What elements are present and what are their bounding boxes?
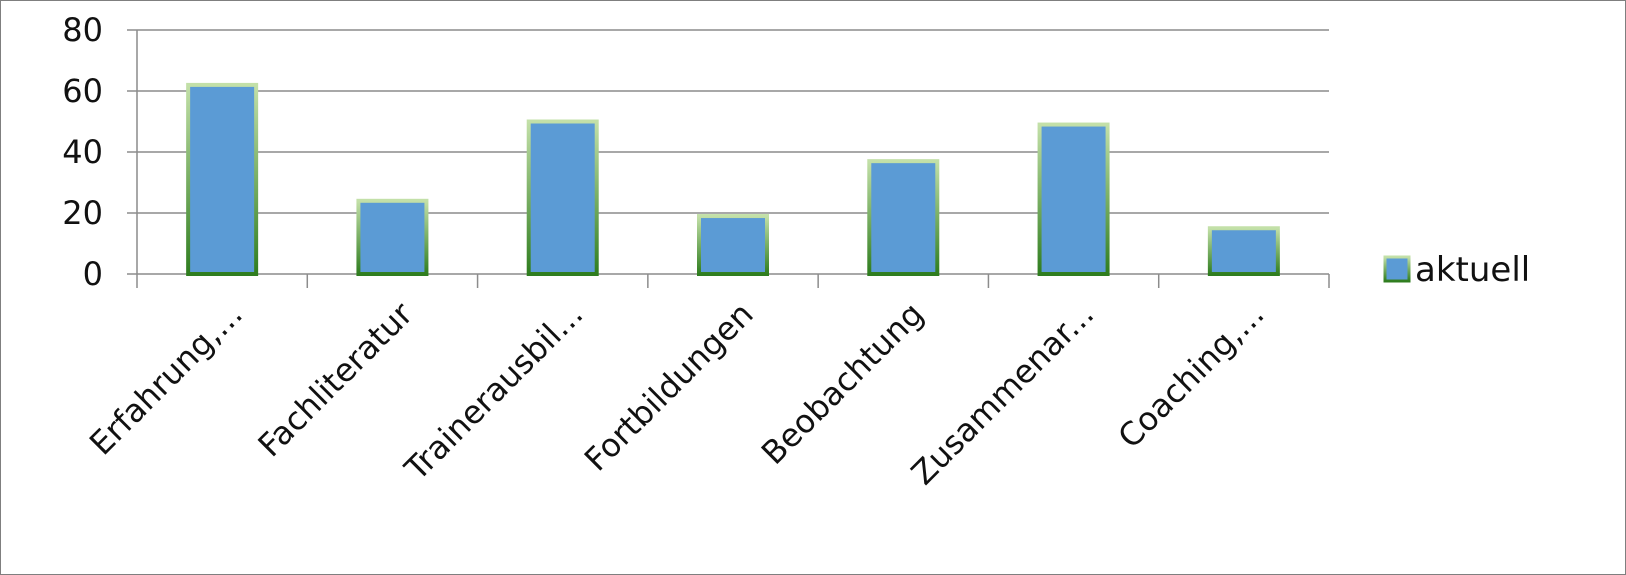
x-category-labels: Erfahrung,... FachliteraturTrainerausbil.… [82, 294, 1271, 492]
x-category-label: Coaching,... [1111, 295, 1272, 456]
bar [867, 159, 940, 276]
bar [356, 198, 429, 276]
x-category-label: Zusammenar... [904, 295, 1101, 492]
x-category-label: Trainerausbil... [397, 295, 591, 489]
y-tick-label: 60 [62, 72, 103, 110]
bar [526, 119, 599, 276]
y-tick-label: 40 [62, 133, 103, 171]
gridlines [127, 29, 1329, 275]
legend: aktuell [1383, 250, 1530, 290]
bar [1207, 226, 1280, 276]
bar [1037, 122, 1110, 276]
bar [697, 214, 769, 277]
y-tick-label: 20 [62, 194, 103, 232]
x-category-label: Fachliteratur [251, 294, 421, 464]
bars [186, 82, 1280, 277]
x-category-label: Fortbildungen [577, 295, 761, 479]
legend-label-aktuell: aktuell [1415, 250, 1530, 290]
x-category-label: Erfahrung,... [82, 295, 250, 463]
bar [186, 82, 259, 277]
legend-swatch [1383, 255, 1411, 283]
y-tick-label: 80 [62, 11, 103, 49]
y-tick-label: 0 [83, 255, 103, 293]
y-tick-labels: 0 20 40 60 80 [62, 11, 103, 293]
x-category-label: Beobachtung [754, 295, 931, 472]
